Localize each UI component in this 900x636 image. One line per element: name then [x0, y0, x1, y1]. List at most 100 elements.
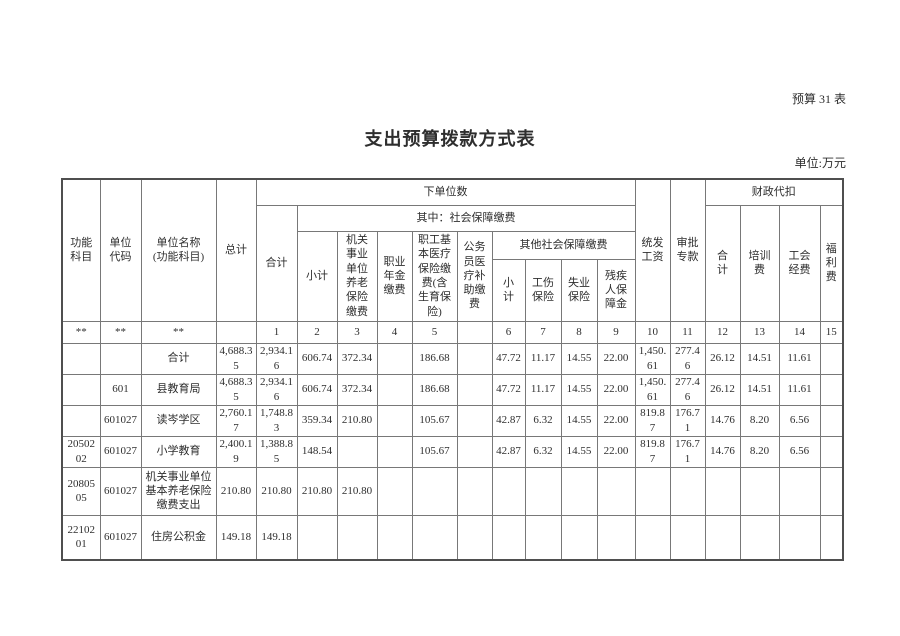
column-number-cell: 1	[255, 320, 298, 344]
cell-value	[669, 514, 706, 561]
column-number-cell: 6	[491, 320, 526, 344]
cell-value: 359.34	[296, 404, 338, 437]
budget-table: 功能 科目 单位 代码 单位名称 (功能科目) 总计 下单位数 统发 工资 审批…	[61, 178, 844, 561]
cell-value: 372.34	[336, 373, 378, 406]
header-withhold-total: 合 计	[704, 204, 741, 322]
column-number-cell: 5	[411, 320, 458, 344]
table-row: 601 县教育局 4,688.35 2,934.16 606.74 372.34 186.6…	[61, 373, 844, 406]
header-unit-code: 单位 代码	[99, 178, 142, 322]
cell-value	[411, 514, 458, 561]
cell-value: 819.87	[634, 435, 671, 468]
cell-value	[376, 466, 413, 516]
table-row: 2050202 601027 小学教育 2,400.19 1,388.85 148.54 1…	[61, 435, 844, 468]
cell-value: 14.76	[704, 404, 741, 437]
cell-value: 11.17	[524, 373, 562, 406]
cell-unit-code	[99, 342, 142, 375]
column-number-cell	[456, 320, 493, 344]
cell-value	[491, 514, 526, 561]
page-title: 支出预算拨款方式表	[364, 129, 536, 149]
header-grand-total: 总计	[215, 178, 257, 322]
column-number-cell: 11	[669, 320, 706, 344]
header-gov-pension: 机关 事业 单位 养老 保险 缴费	[336, 230, 378, 322]
cell-value	[456, 404, 493, 437]
cell-value: 176.71	[669, 404, 706, 437]
cell-value: 2,934.16	[255, 373, 298, 406]
column-number-cell: **	[99, 320, 142, 344]
cell-value	[596, 466, 636, 516]
unit-note: 单位:万元	[794, 156, 846, 170]
cell-value	[634, 514, 671, 561]
cell-value: 42.87	[491, 404, 526, 437]
cell-value: 1,450.61	[634, 373, 671, 406]
header-civil-servant-medical: 公务 员医 疗补 助缴 费	[456, 230, 493, 322]
table-row: 2210201 601027 住房公积金 149.18 149.18	[61, 514, 844, 561]
cell-value	[456, 342, 493, 375]
table-row: 2080505 601027 机关事业单位基本养老保险缴费支出 210.80 210.8…	[61, 466, 844, 516]
cell-value: 6.56	[778, 404, 821, 437]
cell-value: 8.20	[739, 435, 780, 468]
cell-value	[336, 514, 378, 561]
column-number-cell: 8	[560, 320, 598, 344]
cell-value	[739, 466, 780, 516]
cell-value	[596, 514, 636, 561]
cell-value: 4,688.35	[215, 373, 257, 406]
cell-value: 4,688.35	[215, 342, 257, 375]
cell-value	[336, 435, 378, 468]
cell-value: 22.00	[596, 404, 636, 437]
cell-value	[634, 466, 671, 516]
cell-value: 11.61	[778, 373, 821, 406]
cell-value	[524, 514, 562, 561]
cell-value: 22.00	[596, 373, 636, 406]
header-unemployment: 失业 保险	[560, 258, 598, 322]
cell-value: 14.51	[739, 373, 780, 406]
cell-value	[560, 466, 598, 516]
cell-value: 1,450.61	[634, 342, 671, 375]
cell-value: 606.74	[296, 373, 338, 406]
cell-value	[456, 466, 493, 516]
cell-value: 149.18	[215, 514, 257, 561]
column-number-cell: 14	[778, 320, 821, 344]
cell-value	[456, 435, 493, 468]
cell-value: 186.68	[411, 373, 458, 406]
cell-value: 210.80	[215, 466, 257, 516]
header-row-4: 小 计 工伤 保险 失业 保险 残疾 人保 障金	[62, 258, 843, 322]
cell-value	[296, 514, 338, 561]
cell-unit-name: 县教育局	[140, 373, 217, 406]
cell-value: 1,388.85	[255, 435, 298, 468]
cell-value: 6.32	[524, 435, 562, 468]
cell-value: 14.55	[560, 435, 598, 468]
column-number-cell: 4	[376, 320, 413, 344]
cell-unit-name: 机关事业单位基本养老保险缴费支出	[140, 466, 217, 516]
header-disability-fund: 残疾 人保 障金	[596, 258, 636, 322]
header-withhold-group: 财政代扣	[704, 178, 844, 206]
cell-value	[704, 514, 741, 561]
cell-value	[704, 466, 741, 516]
cell-func-code: 2210201	[61, 514, 101, 561]
cell-value: 819.87	[634, 404, 671, 437]
cell-value: 1,748.83	[255, 404, 298, 437]
cell-func-code	[61, 373, 101, 406]
header-total: 合计	[255, 204, 298, 322]
cell-unit-name: 住房公积金	[140, 514, 217, 561]
column-number-cell: 12	[704, 320, 741, 344]
header-row-2: 合计 其中：社会保障缴费 合 计 培训 费 工会 经费 福 利 费	[62, 204, 844, 322]
cell-value: 2,934.16	[255, 342, 298, 375]
header-unit-name: 单位名称 (功能科目)	[140, 178, 217, 322]
cell-value: 2,760.17	[215, 404, 257, 437]
header-other-subtotal: 小 计	[491, 258, 526, 322]
cell-value: 277.46	[669, 342, 706, 375]
header-func-subject: 功能 科目	[61, 178, 101, 322]
column-number-cell: 7	[524, 320, 562, 344]
cell-value: 26.12	[704, 373, 741, 406]
cell-value: 22.00	[596, 342, 636, 375]
cell-value: 148.54	[296, 435, 338, 468]
cell-value: 210.80	[336, 404, 378, 437]
cell-value: 14.55	[560, 404, 598, 437]
cell-value	[819, 373, 844, 406]
cell-value: 8.20	[739, 404, 780, 437]
column-number-cell: 13	[739, 320, 780, 344]
cell-value	[739, 514, 780, 561]
cell-value	[411, 466, 458, 516]
cell-value	[376, 404, 413, 437]
cell-value	[819, 435, 844, 468]
